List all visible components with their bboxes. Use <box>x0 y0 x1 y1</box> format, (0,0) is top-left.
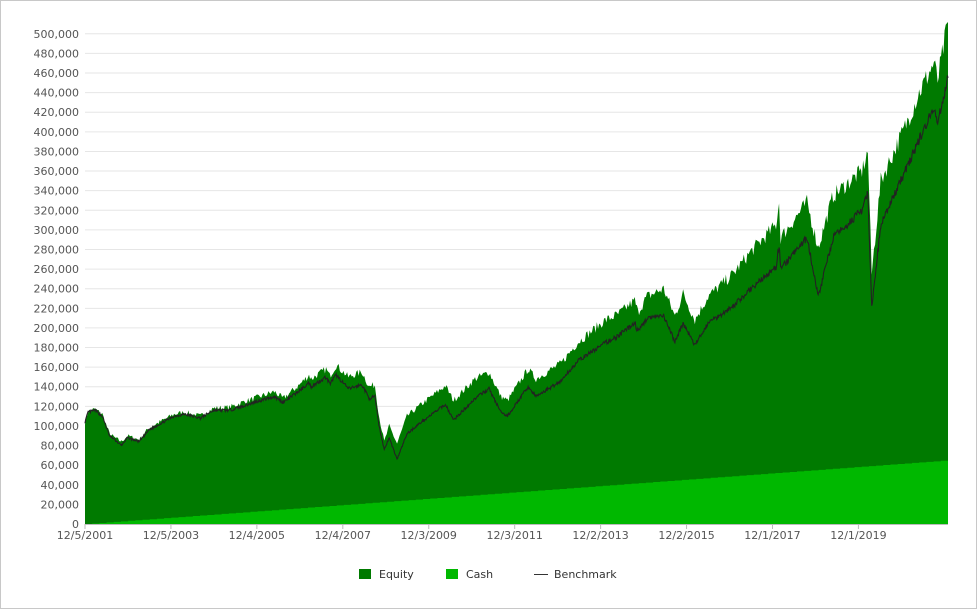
y-tick-label: 100,000 <box>34 420 80 433</box>
series-equity-area <box>85 22 948 524</box>
legend-item-equity[interactable]: Equity <box>359 566 414 582</box>
x-tick-label: 12/1/2017 <box>744 529 800 542</box>
y-tick-label: 260,000 <box>34 263 80 276</box>
legend-swatch-equity <box>359 569 371 579</box>
y-tick-label: 180,000 <box>34 342 80 355</box>
y-tick-label: 380,000 <box>34 145 80 158</box>
y-tick-label: 120,000 <box>34 400 80 413</box>
y-tick-label: 240,000 <box>34 283 80 296</box>
y-tick-label: 340,000 <box>34 185 80 198</box>
y-tick-label: 200,000 <box>34 322 80 335</box>
y-tick-label: 140,000 <box>34 381 80 394</box>
y-tick-label: 20,000 <box>41 498 80 511</box>
axes: 0 20,000 40,000 60,000 80,000 100,000 120,000 1… <box>34 28 948 542</box>
y-tick-label: 480,000 <box>34 47 80 60</box>
y-tick-label: 60,000 <box>41 459 80 472</box>
x-tick-label: 12/4/2007 <box>315 529 371 542</box>
legend-item-cash[interactable]: Cash <box>446 566 493 582</box>
y-tick-label: 80,000 <box>41 440 80 453</box>
legend-item-benchmark[interactable]: Benchmark <box>534 566 617 582</box>
y-tick-label: 420,000 <box>34 106 80 119</box>
y-tick-label: 280,000 <box>34 243 80 256</box>
x-tick-label: 12/2/2013 <box>572 529 628 542</box>
x-tick-label: 12/5/2003 <box>143 529 199 542</box>
legend-label-equity: Equity <box>379 567 414 581</box>
y-tick-label: 320,000 <box>34 204 80 217</box>
x-tick-label: 12/4/2005 <box>229 529 285 542</box>
x-tick-label: 12/3/2009 <box>401 529 457 542</box>
y-tick-label: 440,000 <box>34 87 80 100</box>
y-tick-label: 500,000 <box>34 28 80 41</box>
y-tick-label: 160,000 <box>34 361 80 374</box>
y-tick-label: 460,000 <box>34 67 80 80</box>
legend: Equity Cash Benchmark <box>0 566 977 582</box>
y-tick-label: 400,000 <box>34 126 80 139</box>
legend-label-benchmark: Benchmark <box>554 567 617 581</box>
legend-label-cash: Cash <box>466 567 494 581</box>
series-benchmark-line <box>84 75 949 461</box>
y-tick-label: 0 <box>72 518 79 531</box>
x-tick-label: 12/1/2019 <box>830 529 886 542</box>
x-tick-label: 12/5/2001 <box>57 529 113 542</box>
x-tick-label: 12/3/2011 <box>486 529 542 542</box>
x-tick-label: 12/2/2015 <box>658 529 714 542</box>
y-tick-label: 40,000 <box>41 479 80 492</box>
plot-areas <box>84 22 949 524</box>
legend-swatch-benchmark <box>534 573 548 575</box>
y-tick-label: 220,000 <box>34 302 80 315</box>
legend-swatch-cash <box>446 569 458 579</box>
y-tick-label: 300,000 <box>34 224 80 237</box>
series-cash-area <box>85 460 948 524</box>
y-tick-label: 360,000 <box>34 165 80 178</box>
